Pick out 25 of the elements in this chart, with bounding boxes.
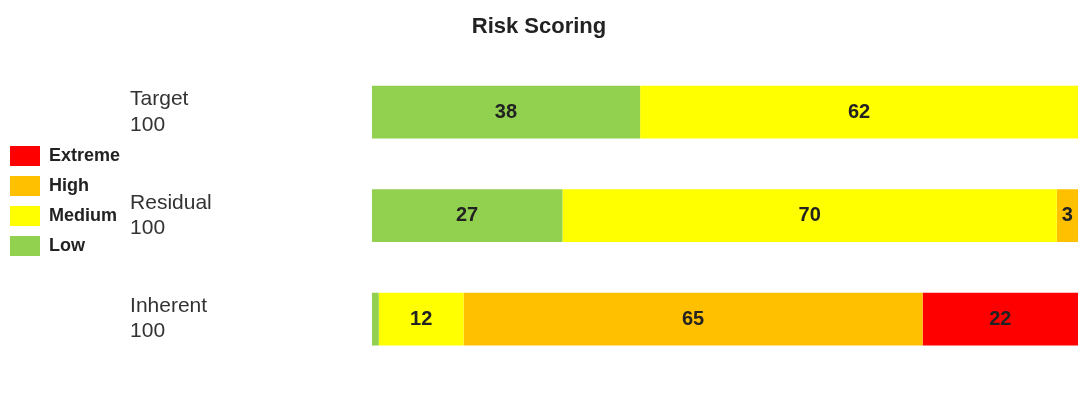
data-label: 70: [798, 203, 821, 226]
y-tick-label: Target 100: [130, 86, 189, 135]
data-label: 62: [847, 99, 871, 122]
data-label: 22: [989, 306, 1012, 329]
data-label: 65: [681, 306, 705, 329]
data-label: 38: [494, 99, 518, 122]
data-label: 12: [410, 306, 433, 329]
legend-label: Low: [49, 234, 86, 255]
chart-title: Risk Scoring: [471, 13, 607, 39]
legend-label: Extreme: [49, 144, 121, 165]
data-label: 27: [455, 203, 479, 226]
bar: [378, 292, 464, 346]
legend-label: Medium: [49, 204, 118, 225]
bar: [922, 292, 1078, 346]
bar: [463, 292, 923, 346]
y-tick-label: Residual 100: [130, 189, 212, 238]
y-tick-label: Inherent 100: [130, 293, 208, 342]
legend-label: High: [49, 174, 89, 195]
bar: [640, 85, 1078, 139]
bar: [562, 189, 1057, 242]
bar: [1056, 189, 1078, 242]
data-label: 3: [1061, 203, 1073, 226]
bar: [371, 85, 641, 139]
bar: [371, 189, 563, 242]
bar: [371, 292, 379, 346]
